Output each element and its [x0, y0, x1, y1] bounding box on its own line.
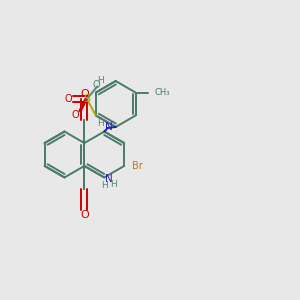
- Text: O: O: [72, 110, 79, 121]
- Text: O: O: [64, 94, 72, 104]
- Text: CH₃: CH₃: [154, 88, 170, 97]
- Text: H: H: [101, 181, 108, 190]
- Text: H: H: [98, 76, 104, 85]
- Text: N: N: [105, 122, 112, 132]
- Text: N: N: [105, 174, 113, 184]
- Text: S: S: [83, 94, 90, 104]
- Text: O: O: [93, 80, 100, 91]
- Text: Br: Br: [132, 161, 143, 171]
- Text: H: H: [110, 179, 117, 189]
- Text: H: H: [97, 118, 104, 128]
- Text: O: O: [80, 89, 89, 99]
- Text: O: O: [80, 210, 89, 220]
